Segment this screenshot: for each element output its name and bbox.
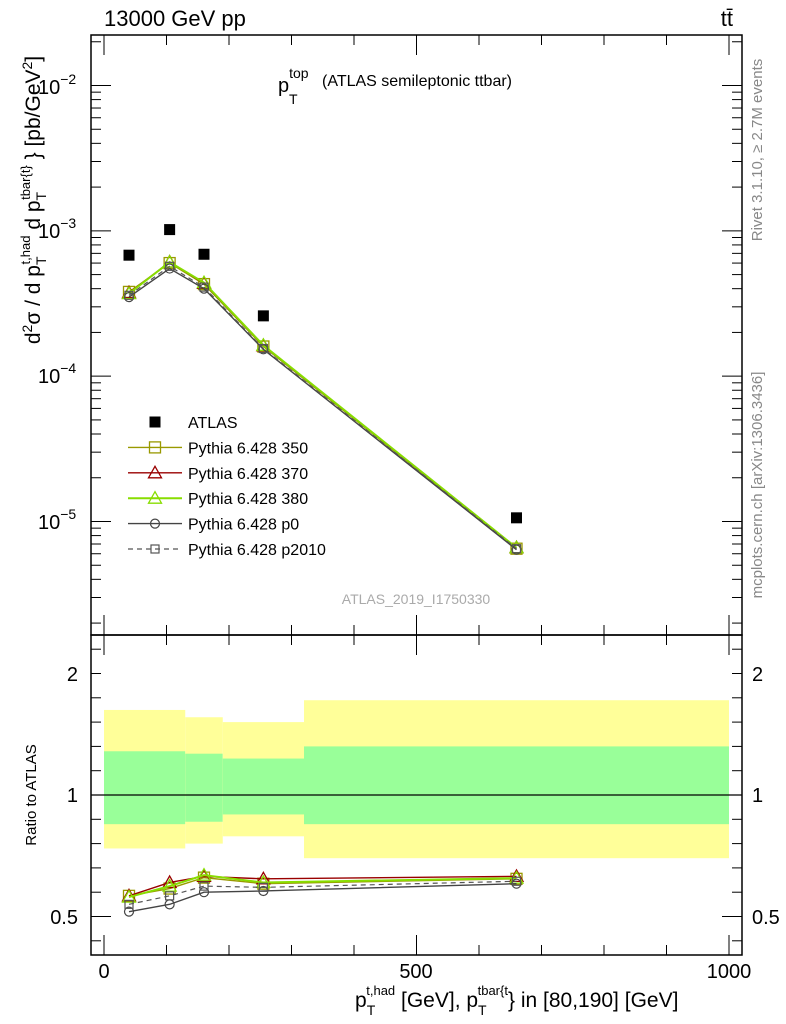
ratio-data-point — [198, 887, 210, 898]
ratio-data-point — [121, 889, 137, 903]
svg-text:pTt,had [GeV], pTtbar{t} in [8: pTt,had [GeV], pTtbar{t} in [80,190] [Ge… — [355, 983, 678, 1018]
legend-marker — [147, 490, 163, 504]
ratio-data-point — [199, 881, 209, 891]
mcplots-label: mcplots.cern.ch [arXiv:1306.3436] — [749, 372, 766, 599]
main-panel — [90, 34, 743, 636]
ratio-data-point — [511, 876, 522, 886]
ratio-series-line — [128, 875, 517, 897]
legend-item-3: Pythia 6.428 380 — [128, 490, 308, 508]
legend-item-4: Pythia 6.428 p0 — [128, 517, 299, 534]
analysis-watermark: ATLAS_2019_I1750330 — [342, 591, 491, 607]
legend-label: Pythia 6.428 370 — [188, 466, 308, 483]
main-series-layer — [121, 224, 525, 555]
main-data-point — [123, 249, 135, 261]
ratio-series-line — [128, 880, 517, 905]
ratio-series-line — [128, 876, 517, 897]
legend: ATLAS Pythia 6.428 350 Pythia 6.428 370 Pyt… — [128, 415, 326, 559]
main-axis-ticks — [91, 35, 742, 635]
ratio-data-point — [124, 899, 134, 909]
legend-item-1: Pythia 6.428 350 — [128, 440, 308, 457]
ratio-series-line — [128, 874, 517, 899]
legend-item-0: ATLAS — [149, 415, 238, 432]
ratio-series-line — [128, 882, 517, 913]
ratio-uncertainty-bands — [104, 700, 729, 859]
ratio-data-point — [196, 867, 212, 881]
legend-item-5: Pythia 6.428 p2010 — [128, 542, 326, 559]
legend-label: Pythia 6.428 p2010 — [188, 542, 326, 559]
legend-label: ATLAS — [188, 415, 238, 432]
ratio-series-layer — [121, 867, 525, 917]
y-tick-label-1e-5: 10−5 — [38, 506, 76, 534]
ratio-y-tick-left-0.5: 0.5 — [50, 907, 78, 929]
x-axis-label: pTt,had [GeV], pTtbar{t} in [80,190] [Ge… — [355, 983, 678, 1018]
ratio-band-inner — [104, 751, 186, 825]
rivet-version-label: Rivet 3.1.10, ≥ 2.7M events — [749, 59, 766, 242]
main-data-point — [164, 224, 176, 236]
header-right: tt̄ — [721, 6, 733, 31]
ratio-y-tick-right-0.5: 0.5 — [752, 907, 780, 929]
legend-label: Pythia 6.428 p0 — [188, 517, 299, 534]
ratio-data-point — [162, 878, 178, 892]
x-tick-label-1000: 1000 — [707, 961, 752, 983]
ratio-data-point — [162, 874, 178, 889]
main-series-line — [128, 267, 517, 551]
x-tick-labels: 0 500 1000 — [98, 961, 751, 983]
ratio-panel — [90, 634, 743, 956]
legend-marker — [147, 464, 163, 479]
ratio-data-point — [123, 906, 135, 917]
main-data-point — [257, 310, 269, 322]
plot-title-sup: top — [289, 65, 309, 81]
plot-title-rest: (ATLAS semileptonic ttbar) — [322, 73, 512, 90]
ratio-series-4 — [124, 876, 522, 909]
x-tick-label-500: 500 — [399, 961, 432, 983]
main-series-5 — [124, 261, 522, 554]
ratio-band-inner — [304, 746, 729, 825]
plot-title: ptop T (ATLAS semileptonic ttbar) — [278, 65, 512, 107]
header-left: 13000 GeV pp — [104, 6, 246, 31]
legend-label: Pythia 6.428 350 — [188, 440, 308, 457]
plot-title-main: p — [278, 75, 289, 97]
x-tick-label-0: 0 — [98, 961, 109, 983]
ratio-y-tick-left-2: 2 — [67, 664, 78, 686]
ratio-data-point — [165, 891, 175, 901]
main-data-point — [511, 512, 522, 524]
legend-item-2: Pythia 6.428 370 — [128, 464, 308, 483]
ratio-band-inner — [185, 753, 223, 822]
legend-marker — [149, 416, 161, 428]
main-data-point — [511, 544, 522, 554]
main-data-point — [198, 248, 210, 260]
legend-marker — [149, 518, 161, 529]
ratio-y-tick-left-1: 1 — [67, 785, 78, 807]
main-data-point — [199, 282, 209, 292]
main-series-0 — [123, 224, 522, 524]
ratio-axis-ticks — [91, 635, 742, 955]
ratio-frame — [90, 634, 743, 956]
ratio-y-tick-labels: 0.5 1 2 0.5 1 2 — [50, 664, 780, 929]
svg-text:d2σ / d pTt,had d pTtbar{t} }: d2σ / d pTt,had d pTtbar{t} } [pb/GeV2] — [18, 56, 49, 344]
legend-label: Pythia 6.428 380 — [188, 491, 308, 508]
ratio-y-tick-right-1: 1 — [752, 785, 763, 807]
legend-marker — [150, 544, 160, 554]
y-tick-label-1e-4: 10−4 — [38, 360, 76, 388]
main-data-point — [165, 261, 175, 271]
svg-text:ptop: ptop — [278, 65, 309, 97]
legend-marker — [148, 441, 162, 454]
ratio-series-3 — [123, 878, 522, 917]
main-series-1 — [122, 256, 523, 555]
main-series-4 — [123, 263, 522, 555]
ratio-band-inner — [222, 758, 304, 815]
main-series-line — [128, 265, 517, 550]
main-y-axis-label: d2σ / d pTt,had d pTtbar{t} } [pb/GeV2] — [18, 56, 49, 344]
main-data-point — [124, 290, 134, 300]
plot-title-sub: T — [289, 91, 298, 107]
ratio-y-axis-label: Ratio to ATLAS — [23, 744, 40, 845]
main-data-point — [258, 343, 268, 354]
ratio-data-point — [258, 882, 268, 892]
ratio-y-tick-right-2: 2 — [752, 664, 763, 686]
